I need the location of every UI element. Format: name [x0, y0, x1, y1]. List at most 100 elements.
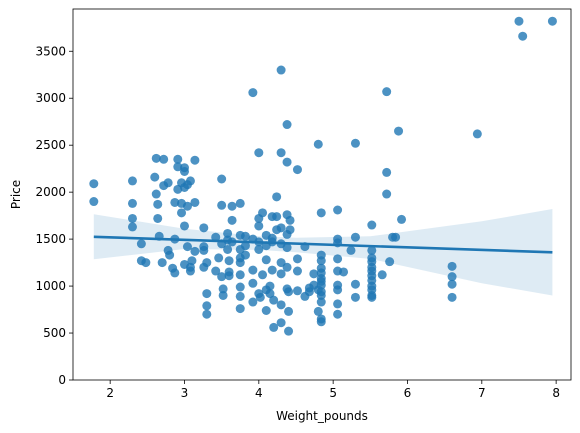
scatter-point — [227, 201, 237, 211]
scatter-point — [185, 266, 195, 276]
scatter-point — [190, 197, 200, 207]
scatter-point — [235, 258, 245, 268]
scatter-point — [211, 232, 221, 242]
scatter-point — [276, 148, 286, 158]
scatter-point — [316, 280, 326, 290]
scatter-point — [179, 166, 189, 176]
scatter-point — [282, 157, 292, 167]
scatter-point — [182, 201, 192, 211]
scatter-point — [292, 254, 302, 264]
regression-line-layer — [93, 235, 553, 254]
scatter-point — [153, 213, 163, 223]
scatter-point — [350, 279, 360, 289]
scatter-point — [282, 120, 292, 130]
scatter-point — [179, 221, 189, 231]
y-tick-label: 1000 — [35, 279, 66, 293]
scatter-point — [350, 138, 360, 148]
scatter-point — [235, 304, 245, 314]
x-axis-label: Weight_pounds — [276, 409, 368, 423]
scatter-point — [199, 223, 209, 233]
scatter-point — [199, 245, 209, 255]
scatter-point — [165, 250, 175, 260]
scatter-point — [367, 245, 377, 255]
y-tick-label: 0 — [58, 373, 66, 387]
scatter-point — [316, 208, 326, 218]
scatter-point — [214, 253, 224, 263]
scatter-point — [227, 215, 237, 225]
scatter-point — [272, 192, 282, 202]
scatter-point — [367, 292, 377, 302]
scatter-point — [284, 326, 294, 336]
scatter-point — [333, 309, 343, 319]
scatter-point — [333, 254, 343, 264]
scatter-point — [127, 176, 137, 186]
scatter-point — [224, 271, 234, 281]
scatter-point — [385, 257, 395, 267]
scatter-point — [282, 243, 292, 253]
scatter-point — [235, 291, 245, 301]
scatter-point — [218, 284, 228, 294]
scatter-point — [248, 278, 258, 288]
scatter-point — [127, 198, 137, 208]
scatter-point — [547, 16, 557, 26]
scatter-point — [316, 290, 326, 300]
scatter-point — [313, 139, 323, 149]
scatter-point — [265, 289, 275, 299]
scatter-point — [447, 261, 457, 271]
scatter-point — [518, 31, 528, 41]
scatter-point — [127, 213, 137, 223]
scatter-point — [382, 87, 392, 97]
scatter-point — [235, 282, 245, 292]
scatter-point — [217, 174, 227, 184]
scatter-point — [282, 262, 292, 272]
scatter-point — [276, 300, 286, 310]
y-tick-label: 3000 — [35, 91, 66, 105]
scatter-point — [394, 126, 404, 136]
scatter-point — [159, 154, 169, 164]
x-tick-label: 7 — [478, 386, 486, 400]
scatter-point — [316, 317, 326, 327]
scatter-point — [382, 167, 392, 177]
scatter-point — [276, 269, 286, 279]
x-tick-label: 8 — [552, 386, 560, 400]
scatter-point — [514, 16, 524, 26]
scatter-point — [177, 208, 187, 218]
scatter-point — [292, 165, 302, 175]
scatter-point — [202, 258, 212, 268]
scatter-point — [151, 189, 161, 199]
scatter-point — [313, 306, 323, 316]
scatter-point — [223, 244, 233, 254]
y-axis-ticks: 0 500 1000 1500 2000 2500 3000 3500 — [35, 44, 73, 387]
scatter-point — [240, 231, 250, 241]
x-tick-label: 6 — [404, 386, 412, 400]
scatter-point — [447, 292, 457, 302]
scatter-point — [382, 189, 392, 199]
scatter-point — [472, 129, 482, 139]
scatter-point — [202, 301, 212, 311]
scatter-point — [153, 199, 163, 209]
scatter-point — [150, 172, 160, 182]
scatter-point — [223, 228, 233, 238]
scatter-point — [89, 197, 99, 207]
scatter-point — [151, 153, 161, 163]
scatter-point — [276, 318, 286, 328]
scatter-point — [284, 287, 294, 297]
scatter-point — [397, 214, 407, 224]
scatter-point — [211, 266, 221, 276]
scatter-point — [224, 256, 234, 266]
scatter-point — [173, 162, 183, 172]
scatter-point — [235, 270, 245, 280]
scatter-point — [248, 265, 258, 275]
scatter-point — [346, 245, 356, 255]
scatter-point — [339, 267, 349, 277]
scatter-point — [217, 200, 227, 210]
scatter-point — [218, 290, 228, 300]
y-tick-label: 2500 — [35, 138, 66, 152]
scatter-point — [141, 258, 151, 268]
x-tick-label: 5 — [329, 386, 337, 400]
scatter-point — [235, 198, 245, 208]
scatter-point — [182, 242, 192, 252]
scatter-point — [163, 178, 173, 188]
scatter-point — [173, 154, 183, 164]
scatter-point — [276, 223, 286, 233]
